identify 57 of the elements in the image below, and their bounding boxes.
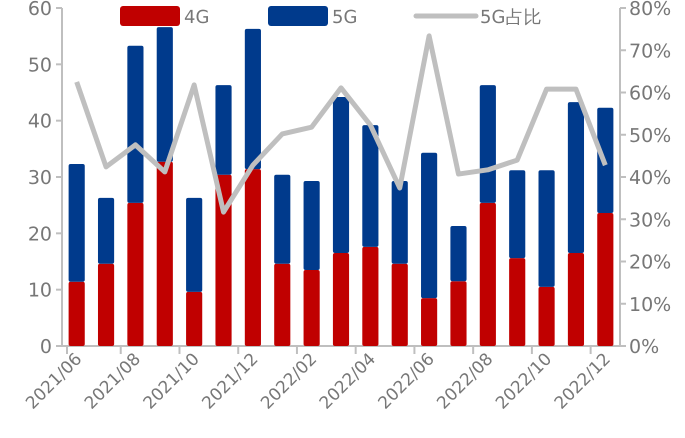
bar [186,292,202,346]
bar [127,46,144,203]
legend-label: 5G [332,7,358,28]
y2-tick-label: 10% [629,294,672,316]
y-tick-label: 0 [40,336,52,358]
y2-tick-label: 0% [629,336,660,358]
y2-tick-label: 20% [629,252,672,274]
bar [156,27,173,162]
y2-tick-label: 30% [629,209,672,232]
bar [480,85,496,203]
bar [156,162,173,346]
bar [304,270,320,346]
y-tick-label: 10 [28,280,52,302]
bar [450,281,467,346]
bar [597,213,614,346]
bar [127,202,144,346]
y-tick-label: 60 [28,0,52,20]
bar [274,174,290,264]
bar [568,102,584,254]
bar [215,85,232,175]
bar [450,226,467,282]
bar [244,28,261,170]
y2-tick-label: 60% [629,82,672,104]
bar [392,264,408,346]
y2-tick-label: 40% [629,167,672,189]
y-tick-label: 50 [28,54,52,76]
bar [421,152,438,298]
bar [274,264,290,346]
bar [421,298,438,346]
y2-tick-label: 70% [629,40,672,62]
bar [538,170,555,287]
bar [98,198,114,264]
y-tick-label: 40 [28,110,52,133]
y2-tick-label: 50% [629,124,672,147]
bar [538,286,555,346]
bar [215,174,232,346]
bar [244,169,261,346]
bar [304,180,320,270]
bar [392,180,408,264]
bar [509,258,526,346]
bar [362,246,378,346]
y-tick-label: 20 [28,223,52,246]
bar [568,253,584,346]
bar [68,164,85,282]
legend-label: 5G占比 [480,7,542,28]
y2-tick-label: 80% [629,0,672,20]
bar [362,125,378,247]
y-tick-label: 30 [28,167,52,189]
bar [597,108,614,214]
bar [186,198,202,292]
bar [509,170,526,258]
bar [332,97,350,254]
bar [480,202,496,346]
legend-label: 4G [184,7,210,28]
bar [98,264,114,346]
bar [68,282,85,346]
bar [332,253,350,346]
